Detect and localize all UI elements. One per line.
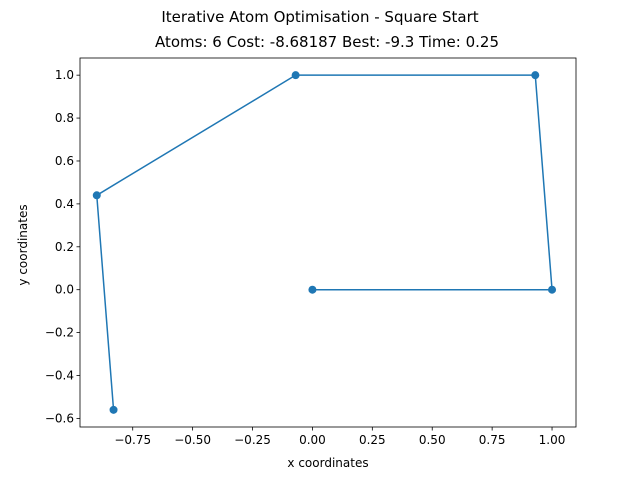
- x-axis-ticks: −0.75 −0.50 −0.25 0.00 0.25 0.50 0.75 1.00: [114, 427, 565, 447]
- y-axis-label: y coordinates: [16, 204, 30, 285]
- plot-area: [79, 57, 577, 428]
- chart-subtitle: Atoms: 6 Cost: -8.68187 Best: -9.3 Time:…: [155, 33, 499, 51]
- series-line: [96, 74, 553, 410]
- x-tick-label: −0.50: [174, 433, 211, 447]
- x-tick-label: 0.50: [419, 433, 446, 447]
- chart-title: Iterative Atom Optimisation - Square Sta…: [161, 8, 478, 26]
- x-axis-label: x coordinates: [287, 456, 368, 470]
- x-tick-label: −0.25: [234, 433, 271, 447]
- y-tick-label: 0.8: [55, 111, 74, 125]
- y-tick-label: 0.2: [55, 240, 74, 254]
- y-tick-label: 0.6: [55, 154, 74, 168]
- x-tick-label: 0.25: [359, 433, 386, 447]
- y-tick-label: −0.6: [45, 411, 74, 425]
- data-point: [109, 405, 118, 414]
- y-tick-label: 0.0: [55, 283, 74, 297]
- y-tick-label: 0.4: [55, 197, 74, 211]
- data-point: [291, 71, 300, 80]
- y-tick-label: −0.2: [45, 326, 74, 340]
- y-tick-label: −0.4: [45, 369, 74, 383]
- data-point: [92, 191, 101, 200]
- data-point: [531, 71, 540, 80]
- x-tick-label: 1.00: [539, 433, 566, 447]
- data-point: [548, 285, 557, 294]
- y-axis-ticks: −0.6 −0.4 −0.2 0.0 0.2 0.4 0.6 0.8 1.0: [45, 68, 80, 425]
- x-tick-label: 0.00: [299, 433, 326, 447]
- axes-frame: [79, 57, 577, 428]
- x-tick-label: 0.75: [479, 433, 506, 447]
- x-tick-label: −0.75: [114, 433, 151, 447]
- data-point: [308, 285, 317, 294]
- y-tick-label: 1.0: [55, 68, 74, 82]
